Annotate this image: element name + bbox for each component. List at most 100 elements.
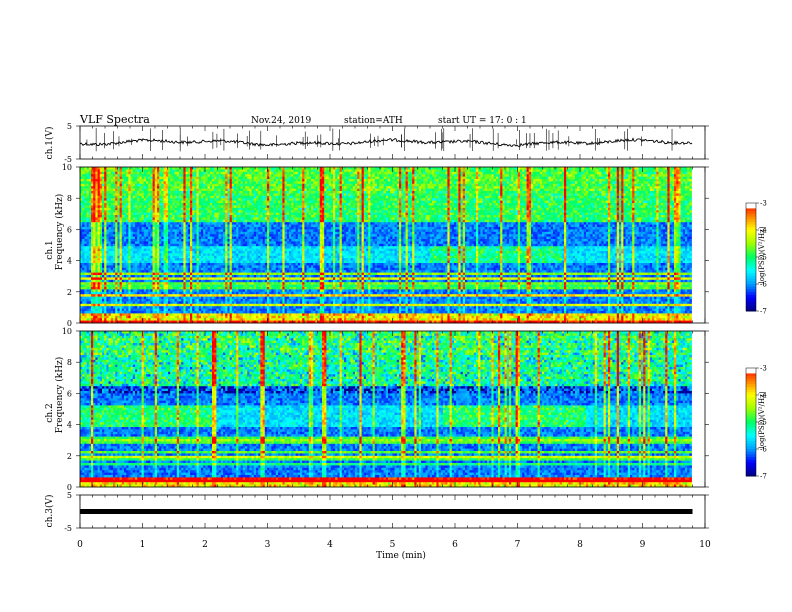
spectrogram-cell	[89, 258, 92, 261]
spectrogram-cell	[153, 318, 156, 321]
spectrogram-cell	[106, 184, 109, 187]
spectrogram-cell	[82, 256, 85, 259]
spectrogram-cell	[128, 261, 131, 264]
spectrogram-cell	[150, 304, 153, 307]
spectrogram-cell	[89, 304, 92, 307]
spectrogram-cell	[115, 316, 118, 319]
spectrogram-cell	[91, 309, 94, 312]
spectrogram-cell	[133, 167, 136, 170]
spectrogram-cell	[122, 239, 125, 242]
spectrogram-cell	[122, 318, 125, 321]
spectrogram-cell	[104, 318, 107, 321]
spectrogram-cell	[157, 172, 160, 175]
spectrogram-cell	[93, 181, 96, 184]
spectrogram-cell	[98, 285, 101, 288]
spectrogram-cell	[93, 251, 96, 254]
spectrogram-cell	[115, 184, 118, 187]
spectrogram-cell	[126, 306, 129, 309]
spectrogram-cell	[87, 169, 90, 172]
spectrogram-cell	[188, 253, 191, 256]
spectrogram-cell	[157, 241, 160, 244]
spectrogram-cell	[159, 280, 162, 283]
spectrogram-cell	[159, 244, 162, 247]
spectrogram-cell	[137, 244, 140, 247]
spectrogram-cell	[87, 246, 90, 249]
spectrogram-cell	[175, 258, 178, 261]
spectrogram-cell	[124, 297, 127, 300]
spectrogram-cell	[84, 249, 87, 252]
spectrogram-cell	[161, 246, 164, 249]
spectrogram-cell	[84, 179, 87, 182]
spectrogram-cell	[111, 287, 114, 290]
spectrogram-cell	[155, 297, 158, 300]
spectrogram-cell	[104, 282, 107, 285]
spectrogram-cell	[122, 196, 125, 199]
spectrogram-cell	[98, 265, 101, 268]
spectrogram-cell	[84, 275, 87, 278]
spectrogram-cell	[142, 285, 145, 288]
spectrogram-cell	[133, 311, 136, 314]
spectrogram-cell	[183, 174, 186, 177]
spectrogram-cell	[115, 263, 118, 266]
spectrogram-cell	[115, 253, 118, 256]
spectrogram-cell	[102, 179, 105, 182]
spectrogram-cell	[168, 253, 171, 256]
spectrogram-cell	[179, 251, 182, 254]
spectrogram-cell	[113, 189, 116, 192]
spectrogram-cell	[111, 316, 114, 319]
spectrogram-cell	[100, 270, 103, 273]
spectrogram-cell	[100, 280, 103, 283]
spectrogram-cell	[168, 246, 171, 249]
spectrogram-cell	[137, 234, 140, 237]
spectrogram-cell	[82, 193, 85, 196]
spectrogram-cell	[190, 172, 193, 175]
spectrogram-cell	[93, 237, 96, 240]
spectrogram-cell	[190, 246, 193, 249]
spectrogram-cell	[164, 191, 167, 194]
spectrogram-cell	[155, 229, 158, 232]
spectrogram-cell	[126, 263, 129, 266]
spectrogram-cell	[146, 225, 149, 228]
spectrogram-cell	[161, 292, 164, 295]
spectrogram-cell	[133, 285, 136, 288]
spectrogram-cell	[104, 270, 107, 273]
spectrogram-cell	[150, 249, 153, 252]
spectrogram-cell	[133, 191, 136, 194]
spectrogram-cell	[144, 297, 147, 300]
spectrogram-cell	[159, 193, 162, 196]
spectrogram-cell	[146, 237, 149, 240]
spectrogram-cell	[95, 249, 98, 252]
spectrogram-cell	[181, 174, 184, 177]
spectrogram-cell	[172, 289, 175, 292]
spectrogram-cell	[150, 270, 153, 273]
spectrogram-cell	[98, 229, 101, 232]
spectrogram-cell	[168, 318, 171, 321]
spectrogram-cell	[98, 167, 101, 170]
spectrogram-cell	[175, 316, 178, 319]
spectrogram-cell	[102, 268, 105, 271]
spectrogram-cell	[188, 313, 191, 316]
spectrogram-cell	[137, 186, 140, 189]
spectrogram-cell	[161, 203, 164, 206]
spectrogram-cell	[104, 275, 107, 278]
spectrogram-cell	[120, 234, 123, 237]
spectrogram-cell	[153, 292, 156, 295]
spectrogram-cell	[186, 220, 189, 223]
spectrogram-cell	[181, 193, 184, 196]
spectrogram-cell	[87, 217, 90, 220]
spectrogram-cell	[95, 244, 98, 247]
spectrogram-cell	[84, 285, 87, 288]
spectrogram-cell	[82, 318, 85, 321]
spectrogram-cell	[146, 167, 149, 170]
spectrogram-cell	[93, 179, 96, 182]
spectrogram-cell	[115, 172, 118, 175]
spectrogram-cell	[95, 191, 98, 194]
spectrogram-cell	[91, 198, 94, 201]
spectrogram-cell	[164, 177, 167, 180]
spectrogram-cell	[161, 189, 164, 192]
spectrogram-cell	[139, 246, 142, 249]
spectrogram-cell	[98, 273, 101, 276]
spectrogram-cell	[115, 174, 118, 177]
spectrogram-cell	[166, 186, 169, 189]
spectrogram-cell	[179, 285, 182, 288]
